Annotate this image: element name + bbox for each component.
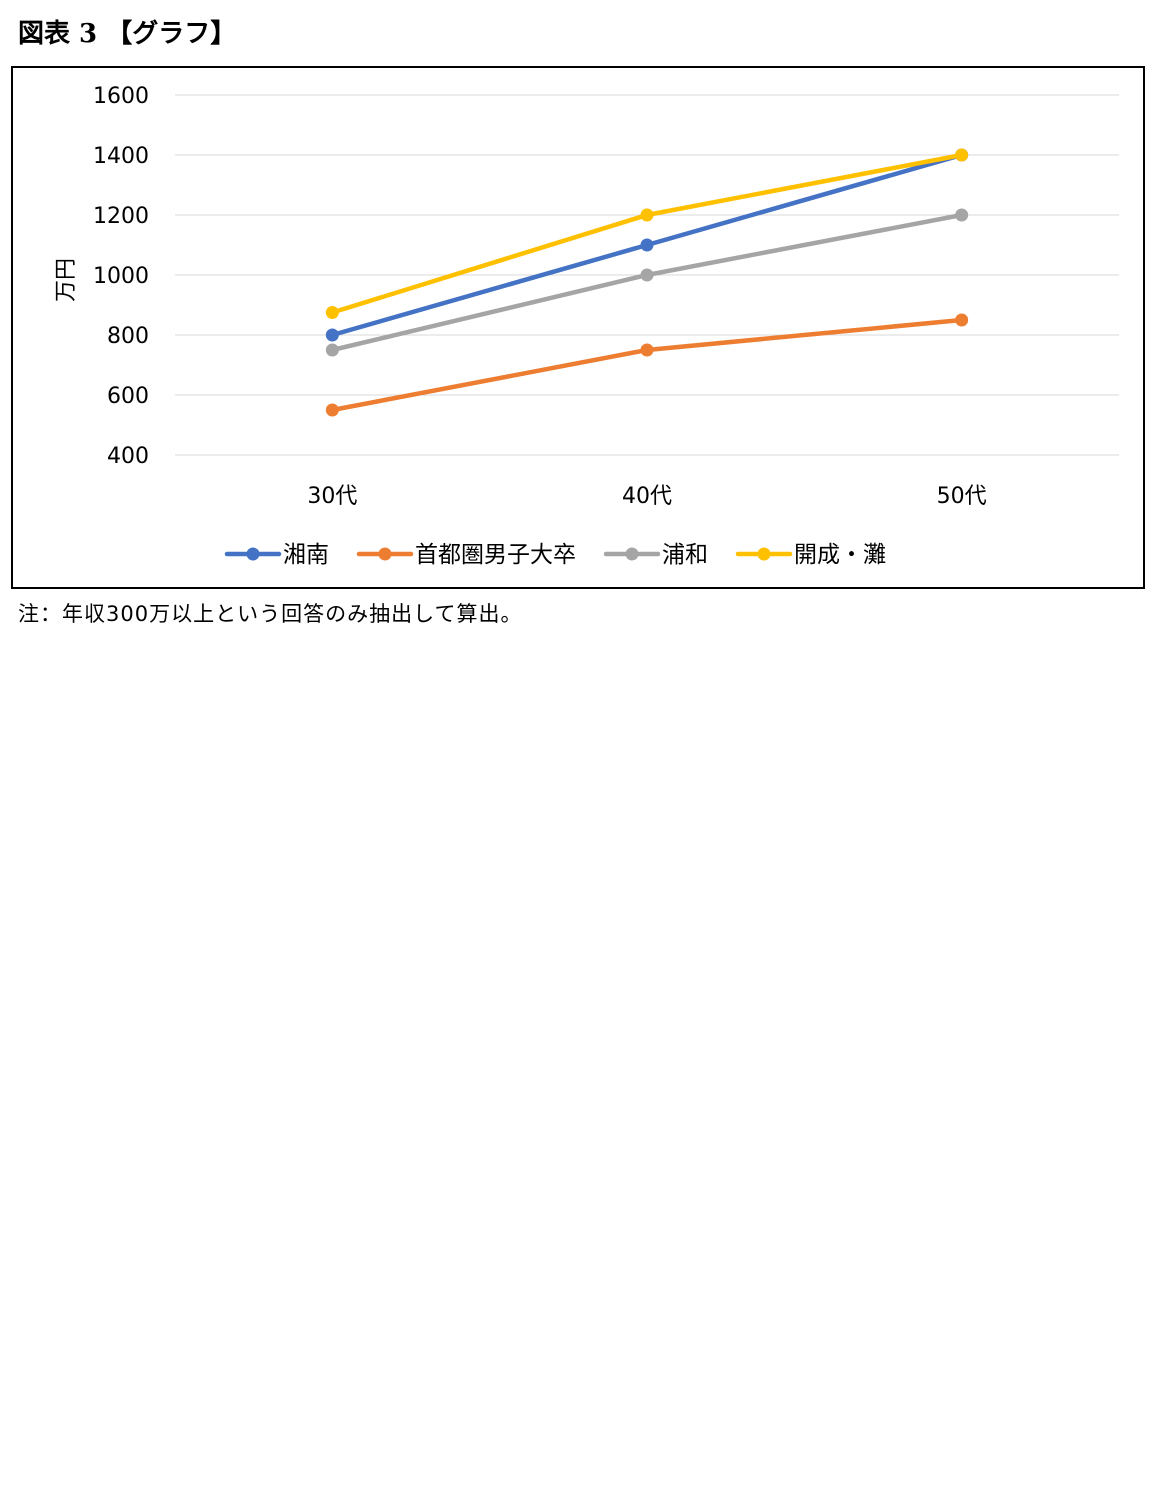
legend-item: 開成・灘 (735, 542, 886, 568)
data-point (640, 343, 654, 357)
series-group (325, 148, 969, 342)
legend-swatch-marker (625, 547, 639, 561)
y-tick-label: 600 (107, 384, 149, 409)
data-point (955, 208, 969, 222)
y-tick-label: 800 (107, 324, 149, 349)
y-tick-label: 1600 (93, 84, 149, 109)
legend-label: 首都圏男子大卒 (415, 542, 576, 568)
data-point (325, 328, 339, 342)
series-group (325, 313, 969, 417)
chart-frame: 400 600 800 1000 1200 1400 1600 30代 40代 50代 万円 湘… (11, 66, 1145, 589)
legend: 湘南 首都圏男子大卒 浦和 開成・灘 (224, 542, 886, 568)
y-tick-label: 1000 (93, 264, 149, 289)
data-point (325, 403, 339, 417)
legend-swatch-marker (757, 547, 771, 561)
y-tick-label: 1200 (93, 204, 149, 229)
series-group (325, 208, 969, 357)
series-line (330, 317, 964, 413)
x-tick-label: 40代 (622, 484, 672, 509)
y-tick-labels: 400 600 800 1000 1200 1400 1600 (93, 84, 149, 469)
series-group (325, 148, 969, 319)
legend-item: 浦和 (603, 542, 708, 568)
legend-swatch-marker (246, 547, 260, 561)
legend-label: 開成・灘 (794, 542, 886, 568)
line-chart: 400 600 800 1000 1200 1400 1600 30代 40代 50代 万円 湘… (54, 84, 1119, 568)
data-point (325, 306, 339, 319)
legend-label: 湘南 (283, 542, 329, 568)
legend-item: 湘南 (224, 542, 329, 568)
data-point (955, 148, 969, 162)
data-point (325, 343, 339, 357)
y-tick-label: 400 (107, 444, 149, 469)
y-tick-label: 1400 (93, 144, 149, 169)
data-point (640, 208, 654, 222)
data-point (640, 268, 654, 282)
y-axis-title: 万円 (54, 258, 79, 302)
x-tick-labels: 30代 40代 50代 (307, 484, 986, 509)
data-point (955, 313, 969, 327)
x-tick-label: 50代 (937, 484, 987, 509)
legend-swatch-marker (378, 547, 392, 561)
page-title: 図表 3 【グラフ】 (18, 19, 237, 49)
x-tick-label: 30代 (307, 484, 357, 509)
legend-label: 浦和 (662, 542, 708, 568)
y-axis-title-text: 万円 (54, 258, 79, 302)
data-point (640, 238, 654, 252)
series-lines (325, 148, 969, 417)
footnote: 注：年収300万以上という回答のみ抽出して算出。 (18, 602, 523, 626)
legend-item: 首都圏男子大卒 (356, 542, 576, 568)
